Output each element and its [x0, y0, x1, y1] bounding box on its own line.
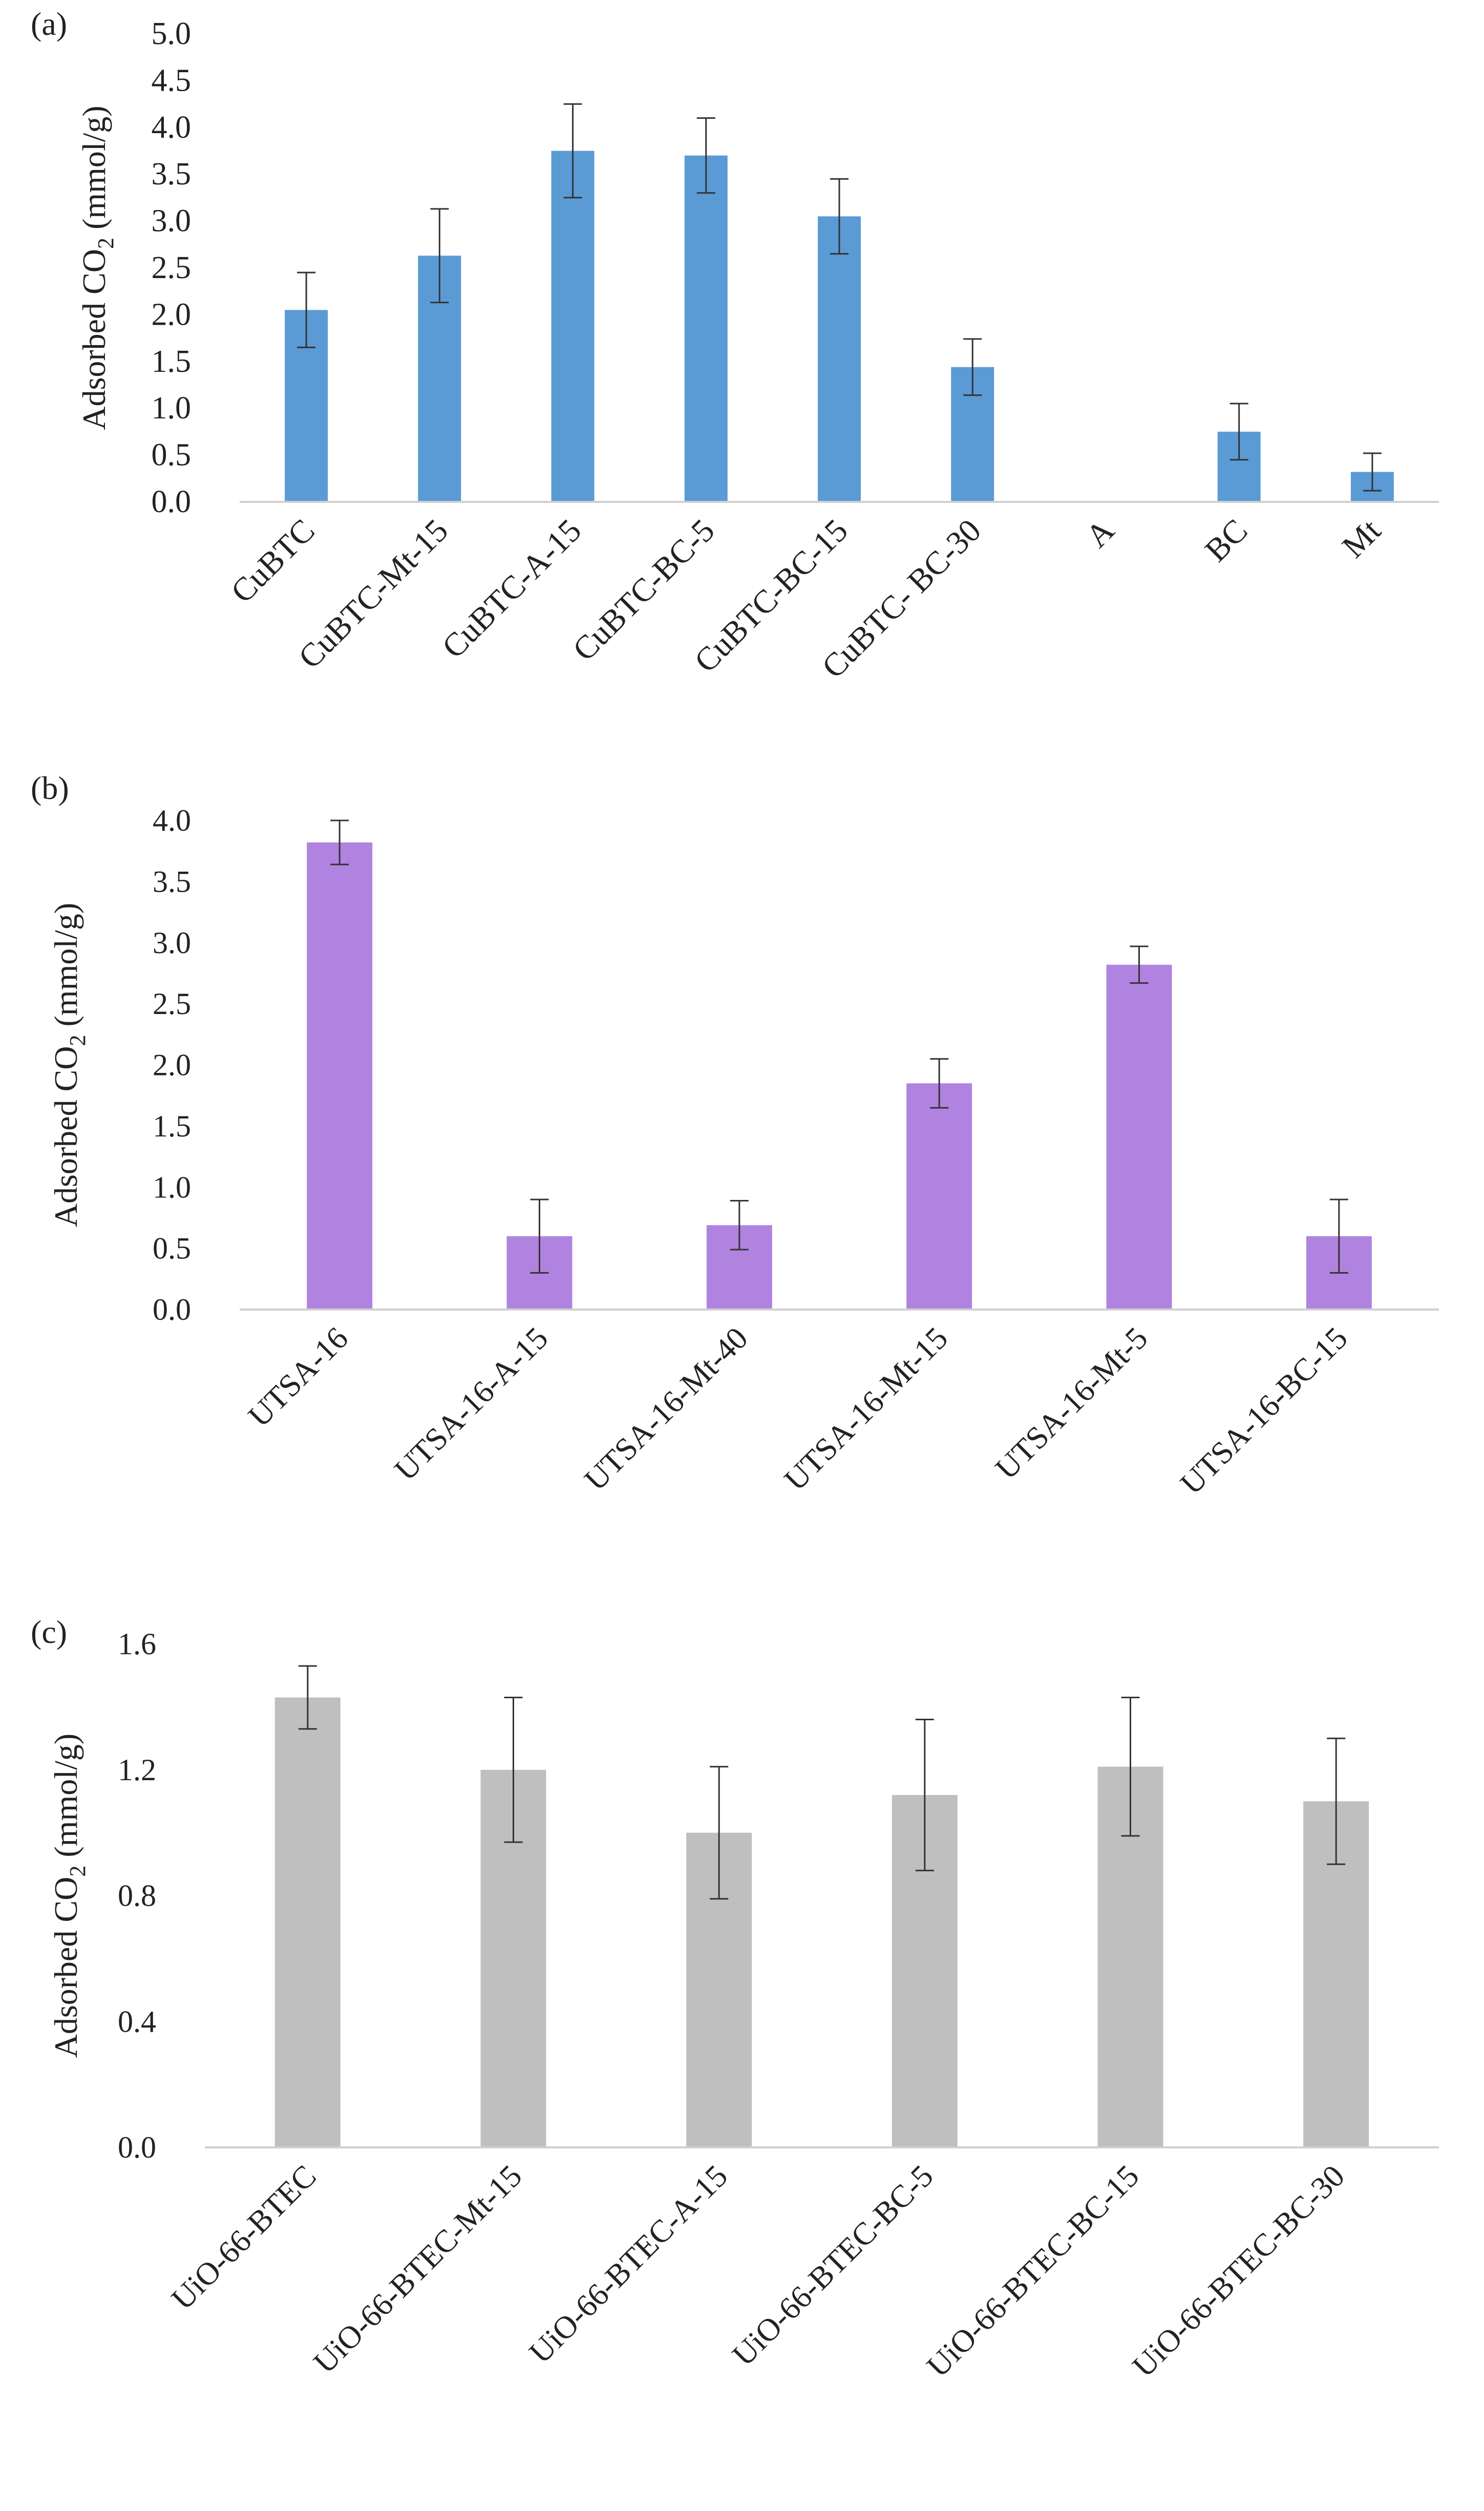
y-tick-label: 1.0: [153, 1170, 191, 1204]
y-tick-label: 3.5: [152, 157, 192, 192]
y-axis-title-subscript: 2: [65, 1866, 90, 1877]
chart-panel-c: (c) 0.0 0.4 0.8 1.2 1.6 Adsorbed CO2 (mmol/g) U…: [31, 1614, 1439, 2384]
y-tick-label: 5.0: [152, 16, 192, 51]
y-tick-label: 1.2: [118, 1753, 156, 1787]
y-tick-label: 2.5: [153, 987, 191, 1021]
x-category-label: UiO-66-BTEC-Mt-15: [307, 2159, 529, 2380]
y-tick-label: 4.0: [152, 110, 192, 145]
y-axis-title-main: Adsorbed CO: [76, 249, 112, 430]
x-category-label: UiO-66-BTEC: [165, 2159, 323, 2317]
panel-label: (b): [31, 770, 69, 806]
y-tick-label: 3.5: [153, 864, 191, 898]
x-category-label: UiO-66-BTEC-BC-5: [726, 2159, 940, 2373]
y-tick-label: 0.0: [153, 1293, 191, 1326]
x-category-label: CuBTC: [224, 512, 322, 610]
y-tick-label: 1.0: [152, 391, 192, 426]
bar: [1106, 964, 1172, 1310]
bar: [906, 1083, 972, 1310]
y-axis-title-main: Adsorbed CO: [48, 1046, 84, 1228]
panel-label: (c): [31, 1614, 67, 1650]
x-category-label: BC: [1198, 512, 1255, 569]
y-tick-label: 0.5: [152, 438, 192, 473]
y-axis-title: Adsorbed CO2 (mmol/g): [76, 105, 118, 430]
y-axis-title-unit: (mmol/g): [76, 105, 112, 238]
y-axis-title-main: Adsorbed CO: [48, 1877, 84, 2058]
y-axis-title-unit: (mmol/g): [48, 1734, 84, 1866]
x-category-label: Mt: [1335, 512, 1388, 565]
x-category-label: UiO-66-BTEC-BC-30: [1126, 2159, 1351, 2384]
y-tick-label: 2.0: [152, 297, 192, 332]
x-category-label: A: [1078, 512, 1121, 555]
x-category-label: UTSA-16-A-15: [388, 1321, 555, 1488]
x-category-label: UTSA-16-Mt-5: [989, 1321, 1154, 1486]
x-category-label: UTSA-16: [242, 1321, 355, 1434]
y-tick-label: 3.0: [153, 926, 191, 960]
y-axis-title: Adsorbed CO2 (mmol/g): [48, 1734, 90, 2058]
y-tick-label: 0.5: [153, 1232, 191, 1265]
bar: [551, 151, 595, 502]
bar: [684, 155, 728, 502]
y-tick-label: 1.5: [153, 1109, 191, 1143]
y-axis-title-unit: (mmol/g): [48, 903, 84, 1035]
chart-panel-b: (b) 0.0 0.5 1.0 1.5 2.0 2.5 3.0 3.5 4.0 Adsorbed C…: [31, 770, 1439, 1501]
x-category-label: UiO-66-BTEC-A-15: [523, 2159, 734, 2370]
y-tick-label: 1.5: [152, 344, 192, 379]
y-axis-title-subscript: 2: [93, 238, 118, 249]
y-tick-label: 0.4: [118, 2004, 156, 2038]
y-axis-title: Adsorbed CO2 (mmol/g): [48, 903, 90, 1228]
y-tick-label: 0.0: [152, 484, 192, 519]
y-tick-label: 0.0: [118, 2130, 156, 2164]
y-tick-label: 2.5: [152, 250, 192, 285]
y-tick-label: 2.0: [153, 1048, 191, 1082]
panel-label: (a): [31, 6, 67, 42]
x-category-label: UTSA-16-Mt-40: [578, 1321, 755, 1497]
x-category-label: UTSA-16-Mt-15: [778, 1321, 955, 1497]
bar: [274, 1697, 341, 2147]
bar: [307, 842, 373, 1310]
x-category-label: UiO-66-BTEC-BC-15: [920, 2159, 1146, 2384]
y-tick-label: 0.8: [118, 1879, 156, 1913]
y-tick-label: 3.0: [152, 204, 192, 239]
y-tick-label: 1.6: [118, 1627, 156, 1661]
y-tick-label: 4.5: [152, 63, 192, 98]
chart-panel-a: (a) 0.0 0.5 1.0 1.5 2.0 2.5 3.0 3.5 4.0 4.5 5.0 Adso…: [31, 6, 1439, 685]
y-tick-label: 4.0: [153, 804, 191, 837]
bar: [818, 216, 861, 502]
y-axis-title-subscript: 2: [65, 1035, 90, 1046]
x-category-label: UTSA-16-BC-15: [1174, 1321, 1354, 1502]
